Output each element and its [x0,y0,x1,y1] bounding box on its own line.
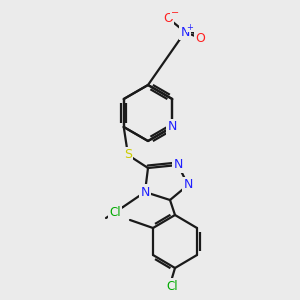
Text: N: N [183,178,193,191]
Text: +: + [187,22,194,32]
Text: Cl: Cl [166,280,178,292]
Text: N: N [180,26,190,38]
Text: N: N [140,185,150,199]
Text: S: S [124,148,132,161]
Text: O: O [163,11,173,25]
Text: −: − [171,8,179,18]
Text: N: N [168,121,177,134]
Text: Cl: Cl [109,206,121,220]
Text: N: N [173,158,183,172]
Text: O: O [195,32,205,44]
